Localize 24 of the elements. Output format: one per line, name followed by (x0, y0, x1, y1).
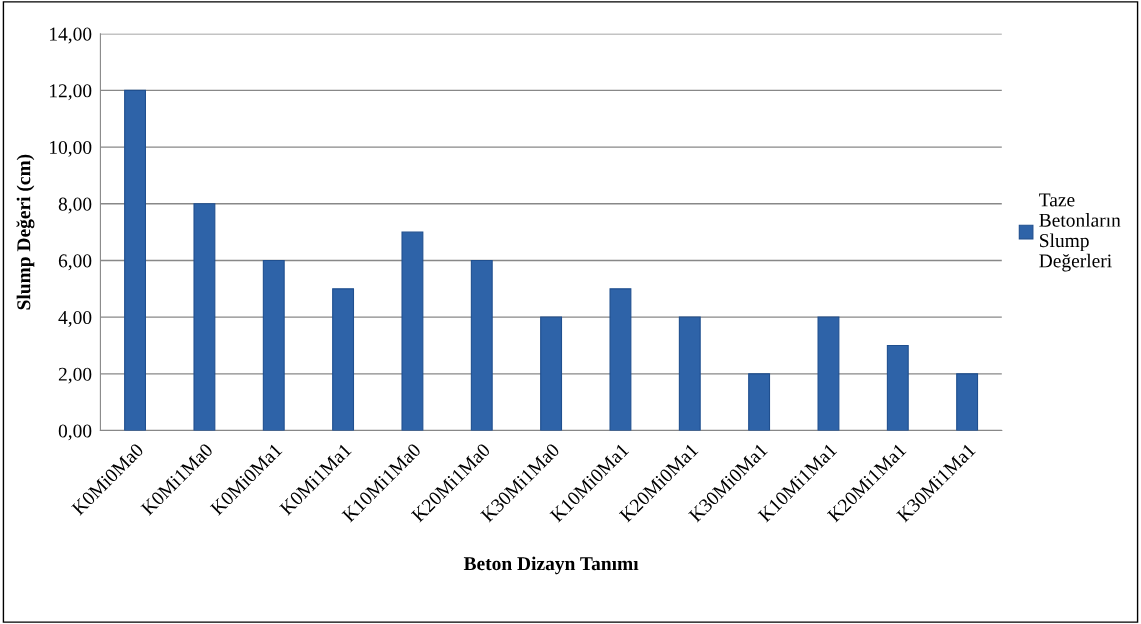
bar (332, 288, 355, 431)
y-tick-label: 2,00 (58, 367, 92, 384)
y-tick-label: 12,00 (50, 84, 92, 101)
y-tick-label: 0,00 (58, 424, 92, 441)
bar (748, 373, 771, 431)
x-axis-title: Beton Dizayn Tanımı (463, 556, 639, 575)
y-tick-label: 6,00 (58, 254, 92, 271)
bar (262, 259, 285, 431)
y-tick-label: 10,00 (50, 140, 92, 157)
legend-label: Taze Betonların Slump Değerleri (1039, 193, 1121, 272)
bar (956, 373, 979, 431)
y-tick-label: 8,00 (58, 197, 92, 214)
bar (470, 259, 493, 431)
bar (124, 89, 147, 431)
y-tick-label: 14,00 (50, 27, 92, 44)
bar (540, 316, 563, 431)
bar (193, 203, 216, 431)
bar (886, 344, 909, 431)
bar (609, 288, 632, 431)
y-axis-title: Slump Değeri (cm) (16, 154, 35, 310)
bar (678, 316, 701, 431)
bar (817, 316, 840, 431)
y-tick-label: 4,00 (58, 310, 92, 327)
bar (401, 231, 424, 431)
